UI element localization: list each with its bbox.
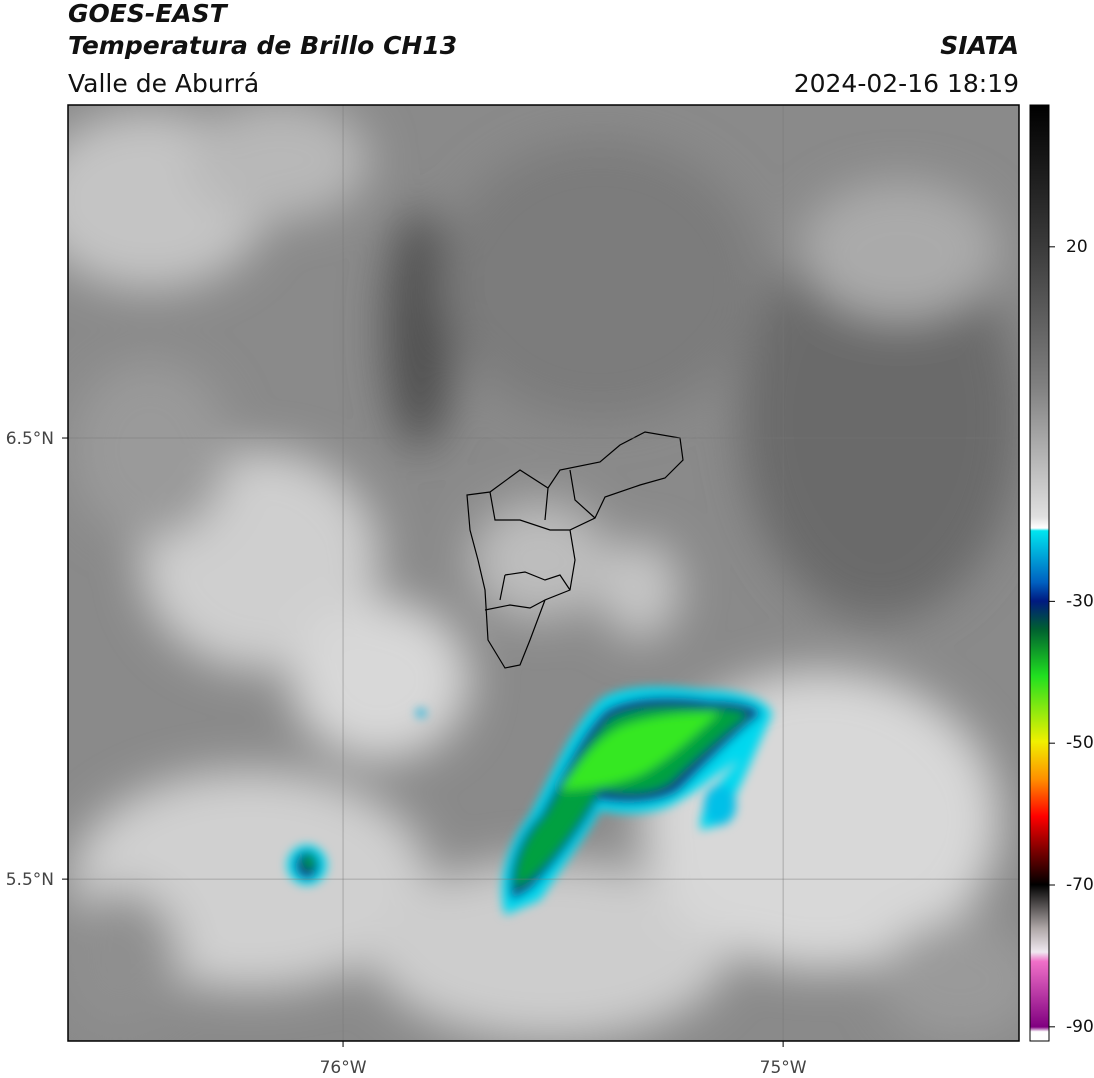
title: GOES-EAST [68, 0, 229, 28]
lon-label: 75°W [760, 1058, 807, 1078]
colorbar-tick-label: -90 [1066, 1017, 1094, 1037]
lat-label: 5.5°N [6, 870, 54, 890]
colorbar [1029, 104, 1050, 1042]
colorbar-tick-label: 20 [1066, 237, 1088, 257]
colorbar-tick-label: -70 [1066, 875, 1094, 895]
satellite-image [68, 105, 1019, 1041]
region: Valle de Aburrá [68, 69, 259, 98]
lon-label: 76°W [320, 1058, 367, 1078]
map-frame [67, 104, 1020, 1042]
timestamp: 2024-02-16 18:19 [794, 69, 1019, 98]
lat-label: 6.5°N [6, 429, 54, 449]
municipal-boundaries [466, 431, 684, 669]
colorbar-tick-label: -50 [1066, 733, 1094, 753]
subtitle: Temperatura de Brillo CH13 [68, 31, 457, 60]
source: SIATA [940, 31, 1019, 60]
colorbar-tick-label: -30 [1066, 591, 1094, 611]
